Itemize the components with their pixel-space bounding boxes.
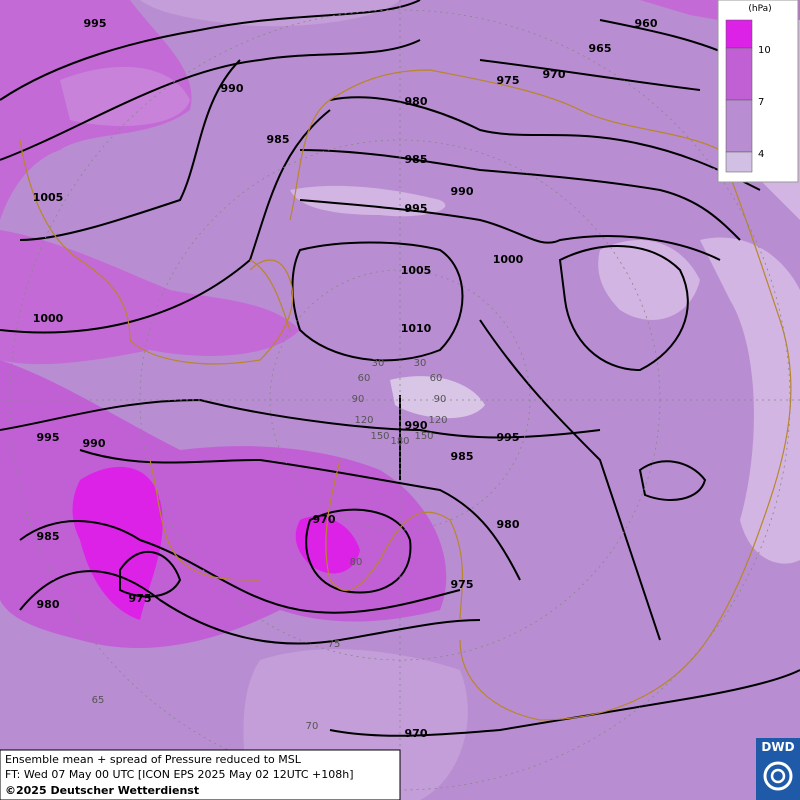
isobar-label: 980 xyxy=(497,518,520,531)
graticule-label: 150 xyxy=(414,431,433,442)
coastlines xyxy=(19,69,792,721)
isobar-label: 1005 xyxy=(401,264,432,277)
logo-icon xyxy=(770,768,786,784)
isobar-label: 995 xyxy=(84,17,107,30)
legend-tick: 7 xyxy=(758,97,764,108)
graticule-label: 75 xyxy=(328,639,341,650)
isobar-label: 985 xyxy=(405,153,428,166)
isobar-label: 965 xyxy=(589,42,612,55)
legend-swatch xyxy=(725,47,753,101)
graticule-label: 65 xyxy=(92,695,105,706)
logo-text: DWD xyxy=(761,740,794,754)
isobar-label: 985 xyxy=(267,133,290,146)
footer-box xyxy=(0,749,401,800)
isobar-label: 990 xyxy=(83,437,106,450)
isobar-label: 990 xyxy=(405,419,428,432)
legend-swatch xyxy=(725,19,753,49)
isobar-label: 975 xyxy=(451,578,474,591)
isobar-label: 960 xyxy=(635,17,658,30)
footer-line: Ensemble mean + spread of Pressure reduc… xyxy=(5,753,302,766)
isobar-label: 1005 xyxy=(33,191,64,204)
legend-unit: (hPa) xyxy=(748,4,771,14)
isobar-label: 995 xyxy=(405,202,428,215)
labels: 995 990 985 1005 1000 995 990 985 980 975 970 975 98… xyxy=(33,17,658,740)
graticule-label: 120 xyxy=(354,415,373,426)
graticule-label: 30 xyxy=(372,358,385,369)
graticule-label: 70 xyxy=(306,721,319,732)
graticule-label: 120 xyxy=(428,415,447,426)
isobar-label: 1000 xyxy=(33,312,64,325)
isobar-label: 1000 xyxy=(493,253,524,266)
graticule-label: 80 xyxy=(350,557,363,568)
graticule-label: 60 xyxy=(430,373,443,384)
isobar-label: 980 xyxy=(37,598,60,611)
isobar-label: 995 xyxy=(497,431,520,444)
legend-swatch xyxy=(725,99,753,153)
logo-icon xyxy=(763,761,793,791)
footer: Ensemble mean + spread of Pressure reduc… xyxy=(0,749,401,800)
legend-swatch xyxy=(725,151,753,173)
legend-tick: 4 xyxy=(758,149,764,160)
isobar-label: 990 xyxy=(221,82,244,95)
isobar-label: 985 xyxy=(37,530,60,543)
graticule-label: 60 xyxy=(358,373,371,384)
logo: DWD xyxy=(756,738,800,800)
footer-line: FT: Wed 07 May 00 UTC [ICON EPS 2025 May… xyxy=(5,768,354,781)
isobar-label: 970 xyxy=(405,727,428,740)
footer-line: ©2025 Deutscher Wetterdienst xyxy=(5,784,199,797)
isobar-label: 975 xyxy=(129,592,152,605)
isobar-label: 980 xyxy=(405,95,428,108)
graticule-label: 90 xyxy=(434,394,447,405)
isobars xyxy=(0,0,800,737)
isobar-label: 975 xyxy=(497,74,520,87)
legend-tick: 10 xyxy=(758,45,771,56)
graticule-label: 90 xyxy=(352,394,365,405)
isobar-label: 985 xyxy=(451,450,474,463)
graticule-label: 150 xyxy=(370,431,389,442)
graticule-label: 180 xyxy=(390,436,409,447)
graticule-label: 30 xyxy=(414,358,427,369)
isobar-label: 995 xyxy=(37,431,60,444)
isobar-label: 970 xyxy=(543,68,566,81)
isobar-label: 970 xyxy=(313,513,336,526)
isobar-label: 990 xyxy=(451,185,474,198)
legend: (hPa) 10 7 4 xyxy=(717,0,799,183)
isobar-label: 1010 xyxy=(401,322,432,335)
